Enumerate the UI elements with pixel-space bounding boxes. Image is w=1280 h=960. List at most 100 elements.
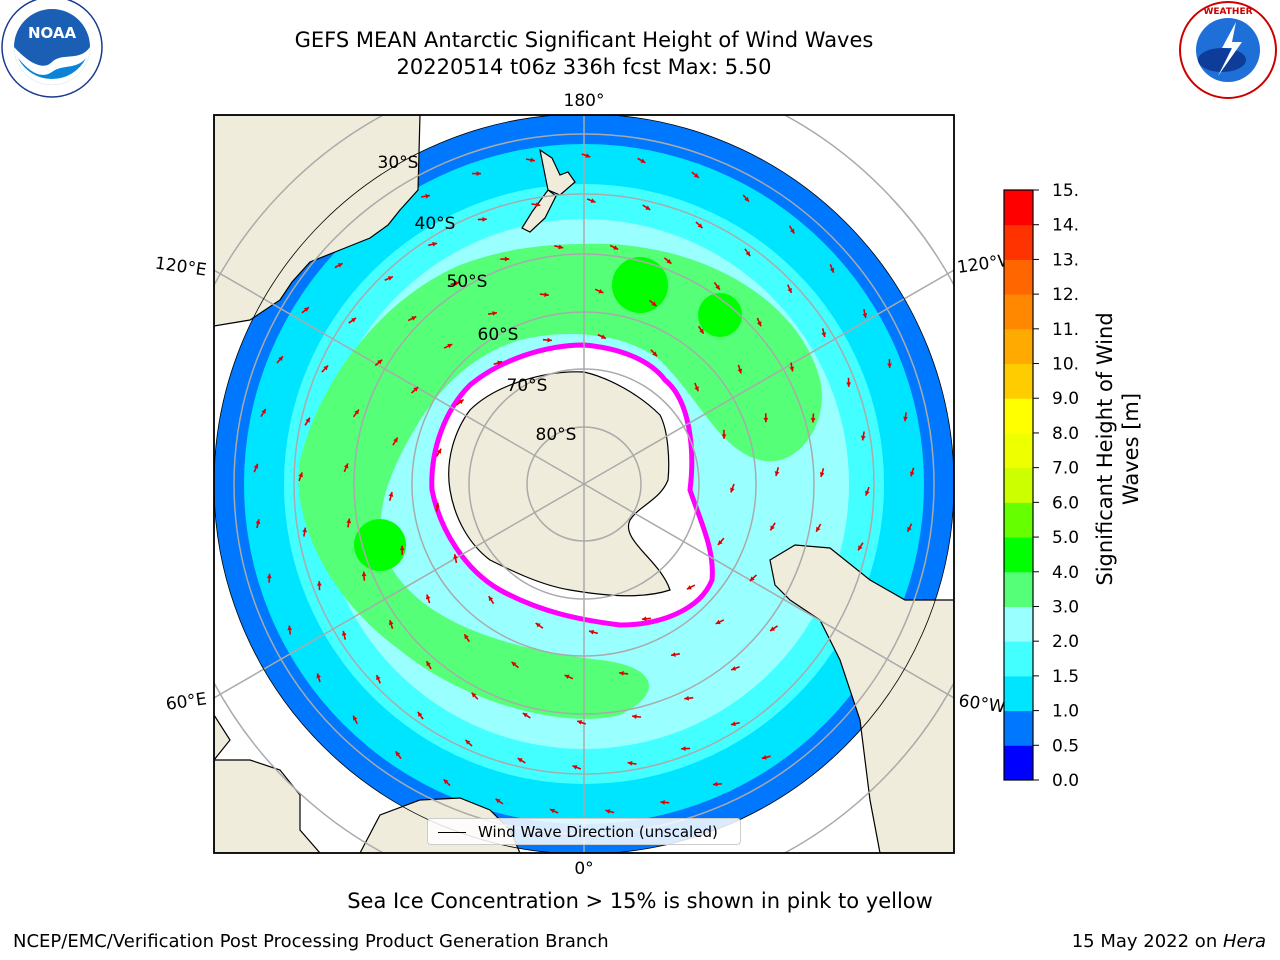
wave-direction-arrow bbox=[670, 652, 681, 657]
lat-label-80s: 80°S bbox=[536, 425, 577, 445]
wave-direction-arrow bbox=[493, 360, 503, 366]
wave-direction-arrow bbox=[302, 527, 308, 537]
nws-logo: WEATHER bbox=[1179, 1, 1277, 99]
wave-direction-arrow bbox=[334, 262, 344, 269]
colorbar-label: Significant Height of Wind Waves [m] bbox=[1093, 312, 1143, 585]
wave-direction-arrow bbox=[392, 437, 399, 446]
wave-direction-arrow bbox=[375, 674, 382, 684]
wave-direction-arrow bbox=[471, 692, 479, 700]
wave-direction-arrow bbox=[549, 808, 559, 814]
wave-direction-arrow bbox=[361, 571, 367, 581]
wave-direction-arrow bbox=[453, 553, 458, 564]
wave-direction-arrow bbox=[581, 153, 591, 158]
chart-title: GEFS MEAN Antarctic Significant Height o… bbox=[294, 28, 874, 52]
colorbar-swatch bbox=[1004, 745, 1033, 781]
colorbar-tick-label: 10.0 bbox=[1052, 355, 1080, 375]
lon-label-180: 180° bbox=[564, 91, 605, 111]
wave-direction-arrow bbox=[425, 660, 432, 670]
wave-direction-arrow bbox=[542, 337, 552, 343]
wave-direction-arrow bbox=[862, 308, 868, 319]
wave-direction-arrow bbox=[500, 256, 510, 262]
wave-direction-arrow bbox=[788, 225, 795, 234]
wave-direction-arrow bbox=[321, 364, 329, 373]
wave-direction-arrow bbox=[691, 171, 700, 179]
legend-line-sample bbox=[438, 832, 466, 833]
colorbar-tick-label: 13.0 bbox=[1052, 250, 1080, 270]
wave-direction-arrow bbox=[511, 661, 519, 669]
wave-direction-arrow bbox=[450, 281, 460, 286]
colorbar-label-line1: Significant Height of Wind bbox=[1093, 312, 1117, 585]
wave-direction-arrow bbox=[730, 665, 740, 671]
colorbar-swatch bbox=[1004, 398, 1033, 434]
wave-direction-arrow bbox=[554, 244, 564, 250]
wave-direction-arrow bbox=[417, 711, 424, 720]
legend: Wind Wave Direction (unscaled) bbox=[427, 818, 741, 845]
wave-direction-arrow bbox=[421, 193, 431, 199]
lon-label-0: 0° bbox=[574, 859, 593, 879]
footer-date-text: 15 May 2022 on bbox=[1071, 931, 1223, 952]
colorbar-swatch bbox=[1004, 224, 1033, 260]
colorbar-swatch bbox=[1004, 328, 1033, 365]
wave-direction-arrow bbox=[531, 202, 541, 208]
wave-direction-arrow bbox=[730, 721, 740, 727]
wave-direction-arrow bbox=[388, 619, 394, 629]
wave-direction-arrow bbox=[761, 755, 771, 760]
wave-direction-arrow bbox=[906, 523, 913, 533]
svg-text:WEATHER: WEATHER bbox=[1203, 7, 1252, 17]
wave-direction-arrow bbox=[586, 198, 596, 203]
wave-direction-arrow bbox=[287, 625, 293, 635]
wave-direction-arrow bbox=[712, 781, 722, 787]
wave-direction-arrow bbox=[744, 248, 751, 257]
wave-direction-arrow bbox=[535, 622, 544, 629]
lon-label-120e: 120°E bbox=[154, 254, 208, 281]
wave-direction-arrow bbox=[346, 518, 352, 528]
wave-direction-arrow bbox=[819, 468, 825, 478]
wave-direction-arrow bbox=[388, 491, 394, 501]
wave-direction-arrow bbox=[815, 523, 822, 533]
wave-direction-arrow bbox=[374, 359, 383, 367]
wave-direction-arrow bbox=[572, 765, 582, 770]
antarctica bbox=[448, 371, 671, 597]
wave-direction-arrow bbox=[463, 633, 471, 643]
graticule bbox=[214, 115, 954, 853]
colorbar-swatch bbox=[1004, 259, 1033, 295]
colorbar-swatch bbox=[1004, 710, 1033, 746]
wave-direction-arrow bbox=[789, 362, 795, 372]
lat-label-40s: 40°S bbox=[415, 214, 456, 234]
wave-direction-arrow bbox=[588, 629, 599, 635]
wave-high-band bbox=[298, 243, 822, 719]
wave-direction-arrow bbox=[774, 467, 780, 477]
wave-direction-arrow bbox=[909, 467, 915, 477]
wave-direction-arrow bbox=[352, 409, 360, 418]
colorbar-swatch bbox=[1004, 294, 1033, 330]
colorbar-swatch bbox=[1004, 571, 1033, 607]
colorbar-swatch bbox=[1004, 641, 1033, 677]
wave-direction-arrow bbox=[786, 284, 793, 294]
lat-label-30s: 30°S bbox=[378, 153, 419, 173]
wave-direction-arrow bbox=[619, 670, 629, 676]
wave-direction-arrow bbox=[632, 714, 642, 719]
wave-direction-arrow bbox=[597, 333, 607, 340]
wave-direction-arrow bbox=[857, 542, 864, 551]
colorbar-tick-label: 11.0 bbox=[1052, 320, 1080, 340]
lat-label-60s: 60°S bbox=[478, 325, 519, 345]
footer-date: 15 May 2022 on Hera bbox=[1072, 931, 1266, 952]
colorbar-swatch bbox=[1004, 606, 1033, 642]
wave-direction-arrow bbox=[642, 204, 651, 211]
wave-direction-arrow bbox=[495, 798, 504, 805]
wave-direction-arrow bbox=[684, 695, 694, 701]
wave-direction-arrow bbox=[428, 241, 438, 247]
colorbar-tick-label: 0.0 bbox=[1052, 771, 1079, 790]
wave-direction-arrow bbox=[352, 715, 358, 725]
wave-direction-arrow bbox=[564, 674, 574, 680]
wave-direction-arrow bbox=[637, 157, 646, 164]
wave-direction-arrow bbox=[407, 315, 417, 322]
wave-direction-arrow bbox=[756, 317, 762, 327]
wave-direction-arrow bbox=[713, 282, 721, 291]
colorbar-tick-label: 9.0 bbox=[1052, 389, 1079, 409]
colorbar-tick-label: 8.0 bbox=[1052, 424, 1079, 444]
caption: Sea Ice Concentration > 15% is shown in … bbox=[347, 889, 933, 913]
wave-direction-arrow bbox=[737, 364, 743, 374]
wave-direction-arrow bbox=[348, 317, 357, 324]
colorbar-label-line2: Waves [m] bbox=[1119, 393, 1143, 505]
